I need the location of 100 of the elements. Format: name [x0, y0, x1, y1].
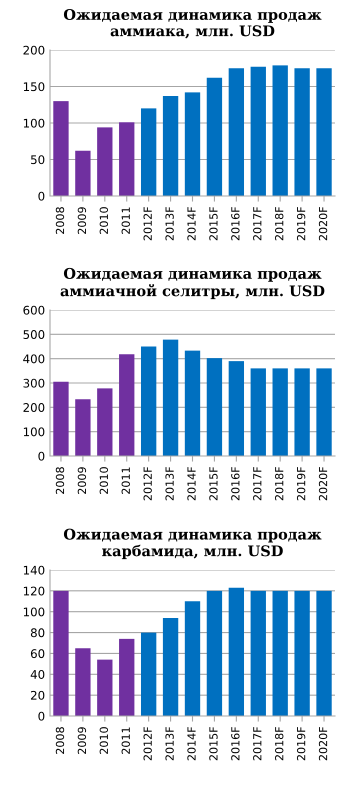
x-tick-label: 2013F: [165, 207, 174, 240]
x-tick-label: 2008: [56, 467, 64, 494]
x-tick-label: 2014F: [187, 727, 196, 760]
x-tick-label: 2008: [56, 727, 64, 754]
bar: [119, 638, 134, 716]
y-tick-label: 600: [23, 306, 44, 315]
x-tick-label: 2011: [122, 467, 130, 494]
bar: [272, 65, 288, 196]
bar: [140, 632, 156, 716]
x-tick-label: 2009: [78, 727, 86, 754]
x-tick-label: 2014F: [187, 207, 196, 240]
bar: [272, 590, 288, 716]
y-tick-label: 400: [23, 354, 44, 364]
bar: [140, 346, 156, 456]
x-tick-label: 2008: [56, 207, 64, 234]
y-tick-label: 20: [30, 690, 44, 700]
bar: [75, 648, 91, 716]
x-tick-label: 2012F: [143, 727, 152, 760]
x-tick-label: 2012F: [143, 207, 152, 240]
bar: [316, 590, 332, 716]
chart-title: Ожидаемая динамика продаж аммиака, млн. USD: [64, 8, 322, 39]
x-tick-label: 2019F: [296, 467, 306, 500]
y-tick-label: 100: [24, 427, 44, 436]
y-tick-label: 100: [24, 607, 44, 616]
x-tick-label: 2011: [122, 207, 130, 234]
bar: [140, 108, 156, 196]
y-tick-label: 150: [24, 82, 44, 92]
y-tick-label: 200: [23, 403, 44, 412]
y-tick-label: 140: [24, 566, 44, 575]
x-tick-label: 2015F: [209, 207, 218, 240]
chart-title: Ожидаемая динамика продаж аммиачной селитры, млн. USD: [60, 268, 324, 300]
y-tick-label: 300: [24, 378, 44, 388]
y-tick-label: 0: [38, 452, 44, 461]
bar: [294, 68, 310, 196]
bar: [184, 350, 200, 456]
x-tick-label: 2016F: [231, 207, 240, 240]
bar: [228, 361, 244, 456]
y-tick-label: 200: [23, 46, 44, 55]
bar: [228, 68, 244, 196]
bar: [162, 96, 178, 196]
bar: [184, 92, 200, 196]
x-tick-label: 2016F: [231, 467, 240, 500]
chart-title: Ожидаемая динамика продаж карбамида, млн. USD: [64, 528, 322, 560]
x-tick-label: 2010: [100, 727, 108, 754]
y-tick-label: 500: [24, 330, 44, 339]
bar: [97, 660, 112, 716]
x-tick-label: 2013F: [165, 727, 174, 760]
y-tick-label: 0: [38, 192, 44, 201]
bar: [250, 590, 266, 716]
x-tick-label: 2018F: [275, 207, 284, 240]
bar: [162, 340, 178, 456]
x-tick-label: 2018F: [275, 727, 284, 760]
bar: [294, 368, 310, 456]
x-tick-label: 2015F: [209, 727, 218, 760]
y-tick-label: 120: [24, 586, 44, 596]
bar: [206, 78, 222, 196]
x-tick-label: 2019F: [296, 207, 306, 240]
y-tick-label: 0: [38, 712, 44, 721]
x-tick-label: 2020F: [318, 207, 328, 240]
x-tick-label: 2011: [122, 727, 130, 754]
bar: [316, 368, 332, 456]
bar: [294, 590, 310, 716]
bar: [162, 618, 178, 716]
y-tick-label: 50: [31, 155, 44, 164]
y-tick-label: 80: [30, 628, 44, 638]
x-tick-label: 2020F: [318, 727, 328, 760]
bar: [206, 590, 222, 716]
bar: [53, 382, 69, 456]
x-tick-label: 2017F: [253, 207, 262, 240]
bar: [53, 590, 69, 716]
x-tick-label: 2019F: [296, 727, 306, 760]
y-tick-label: 40: [30, 670, 44, 679]
bar: [119, 122, 134, 196]
bar: [184, 601, 200, 716]
x-tick-label: 2010: [100, 467, 108, 494]
x-tick-label: 2017F: [253, 467, 262, 500]
bar: [206, 358, 222, 456]
y-tick-label: 60: [30, 649, 44, 658]
x-tick-label: 2016F: [231, 727, 240, 760]
bar: [316, 68, 332, 196]
bar: [75, 399, 91, 456]
x-tick-label: 2010: [100, 207, 108, 234]
x-tick-label: 2012F: [143, 467, 152, 500]
x-tick-label: 2014F: [187, 467, 196, 500]
x-tick-label: 2020F: [318, 467, 328, 500]
bar: [250, 368, 266, 456]
bar: [75, 150, 91, 196]
x-tick-label: 2013F: [165, 467, 174, 500]
bar: [272, 368, 288, 456]
bar: [97, 127, 112, 196]
bar: [228, 588, 244, 716]
y-tick-label: 100: [24, 118, 44, 128]
x-tick-label: 2009: [78, 467, 86, 494]
x-tick-label: 2015F: [209, 467, 218, 500]
x-tick-label: 2017F: [253, 727, 262, 760]
x-tick-label: 2009: [78, 207, 86, 234]
x-tick-label: 2018F: [275, 467, 284, 500]
bar: [97, 388, 112, 456]
bar: [250, 66, 266, 196]
bar: [119, 354, 134, 456]
